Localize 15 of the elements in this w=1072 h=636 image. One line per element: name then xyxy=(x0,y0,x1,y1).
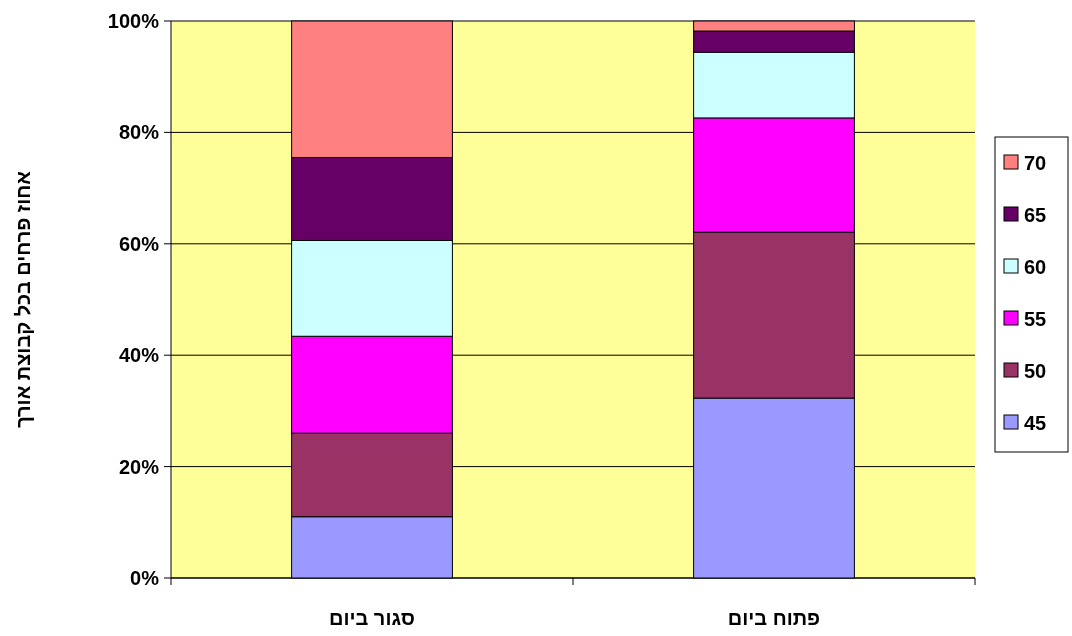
legend-label: 60 xyxy=(1024,256,1047,278)
legend-label: 50 xyxy=(1024,360,1047,382)
y-tick-label: 60% xyxy=(118,232,160,255)
legend-label: 45 xyxy=(1024,412,1047,434)
x-tick-label: פתוח ביום xyxy=(727,607,821,629)
legend-label: 55 xyxy=(1024,308,1047,330)
y-tick-label: 40% xyxy=(118,344,160,367)
y-axis-title: אחוז פרחים בכל קבוצת אורך xyxy=(12,170,34,428)
y-tick-label: 80% xyxy=(118,121,160,144)
y-tick-label: 20% xyxy=(118,455,160,478)
legend-label: 70 xyxy=(1024,152,1047,174)
y-tick-label: 0% xyxy=(130,567,160,589)
legend-label: 65 xyxy=(1024,204,1047,226)
x-tick-label: סגור ביום xyxy=(329,607,415,629)
y-tick-label: 100% xyxy=(107,10,160,32)
